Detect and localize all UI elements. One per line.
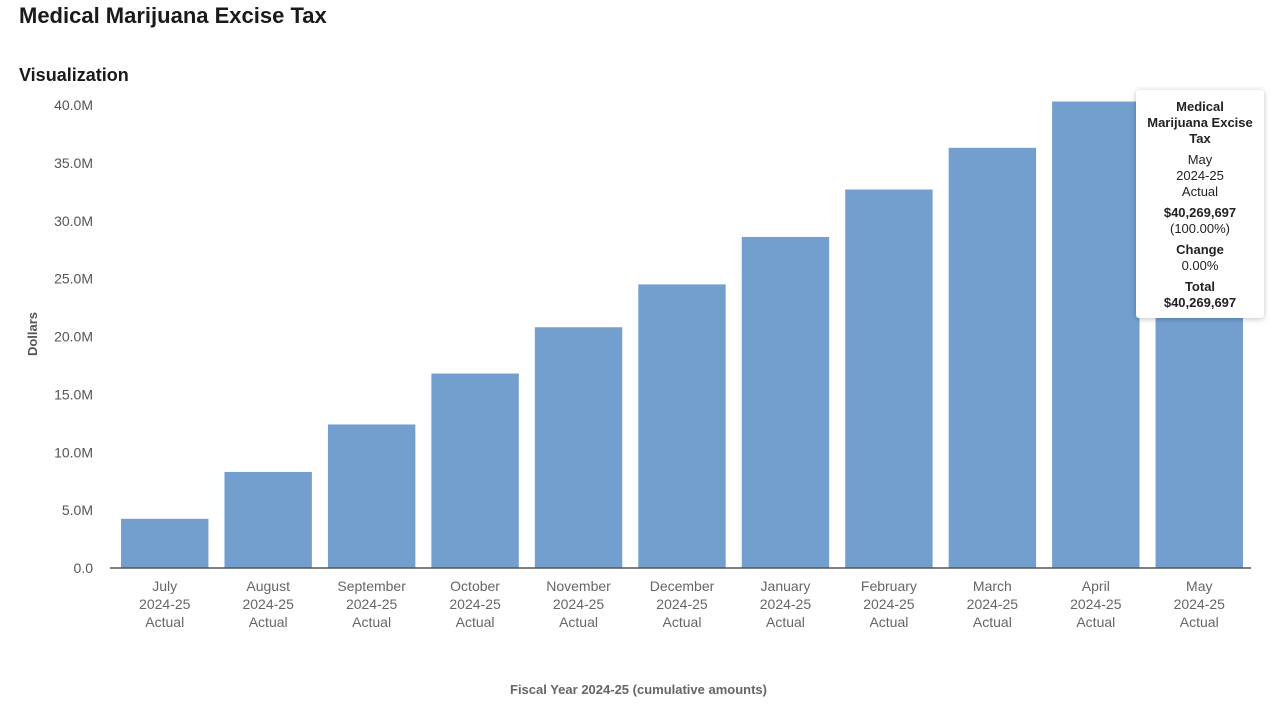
bar[interactable] bbox=[638, 284, 726, 568]
x-tick-label: April 2024-25 Actual bbox=[1070, 578, 1122, 630]
tooltip-title-line: Marijuana Excise bbox=[1147, 115, 1253, 130]
tooltip-percent: (100.00%) bbox=[1170, 221, 1230, 236]
x-tick-label: July 2024-25 Actual bbox=[139, 578, 191, 630]
x-tick-label: September 2024-25 Actual bbox=[337, 578, 406, 630]
bar[interactable] bbox=[327, 424, 416, 568]
y-tick-label: 30.0M bbox=[54, 213, 93, 229]
y-tick-label: 15.0M bbox=[54, 386, 93, 402]
tooltip-title-line: Medical bbox=[1176, 99, 1224, 114]
tooltip: Medical Marijuana Excise Tax May 2024-25… bbox=[1136, 90, 1264, 318]
y-tick-label: 40.0M bbox=[54, 97, 93, 113]
x-tick-label: August 2024-25 Actual bbox=[242, 578, 294, 630]
bar[interactable] bbox=[121, 518, 209, 568]
y-tick-label: 25.0M bbox=[54, 271, 93, 287]
bar[interactable] bbox=[431, 373, 519, 568]
y-axis: 0.0 5.0M 10.0M 15.0M 20.0M 25.0M 30.0M 35.0M 40.… bbox=[54, 97, 93, 576]
bar[interactable] bbox=[741, 236, 830, 568]
bar[interactable] bbox=[224, 471, 312, 568]
x-tick-label: February 2024-25 Actual bbox=[861, 578, 917, 630]
section-title: Visualization bbox=[19, 65, 129, 85]
bar[interactable] bbox=[845, 189, 933, 568]
x-tick-label: January 2024-25 Actual bbox=[760, 578, 812, 630]
tooltip-change-value: 0.00% bbox=[1181, 258, 1219, 273]
y-axis-title: Dollars bbox=[25, 312, 40, 356]
x-tick-label: December 2024-25 Actual bbox=[650, 578, 715, 630]
tooltip-value: $40,269,697 bbox=[1163, 205, 1237, 220]
bar[interactable] bbox=[534, 327, 623, 568]
y-tick-label: 10.0M bbox=[54, 444, 93, 460]
tooltip-title-line: Tax bbox=[1189, 131, 1211, 146]
tooltip-change-label: Change bbox=[1176, 242, 1224, 257]
tooltip-category-line: May bbox=[1187, 152, 1213, 167]
y-tick-label: 5.0M bbox=[62, 502, 93, 518]
x-axis: July 2024-25 Actual August 2024-25 Actual Sept… bbox=[139, 578, 1225, 630]
x-tick-label: March 2024-25 Actual bbox=[967, 578, 1019, 630]
page-title: Medical Marijuana Excise Tax bbox=[19, 3, 327, 28]
y-tick-label: 20.0M bbox=[54, 329, 93, 345]
tooltip-total-label: Total bbox=[1184, 279, 1216, 294]
bar[interactable] bbox=[948, 147, 1037, 568]
tooltip-category-line: Actual bbox=[1181, 184, 1219, 199]
bars bbox=[121, 101, 1243, 568]
tooltip-total-value: $40,269,697 bbox=[1163, 295, 1237, 310]
x-tick-label: November 2024-25 Actual bbox=[546, 578, 611, 630]
y-tick-label: 35.0M bbox=[54, 155, 93, 171]
x-tick-label: May 2024-25 Actual bbox=[1174, 578, 1226, 630]
tooltip-arrow bbox=[1192, 84, 1206, 91]
x-tick-label: October 2024-25 Actual bbox=[449, 578, 501, 630]
tooltip-category-line: 2024-25 bbox=[1176, 168, 1224, 183]
x-axis-title: Fiscal Year 2024-25 (cumulative amounts) bbox=[510, 682, 767, 697]
bar[interactable] bbox=[1052, 101, 1140, 568]
y-tick-label: 0.0 bbox=[74, 560, 94, 576]
